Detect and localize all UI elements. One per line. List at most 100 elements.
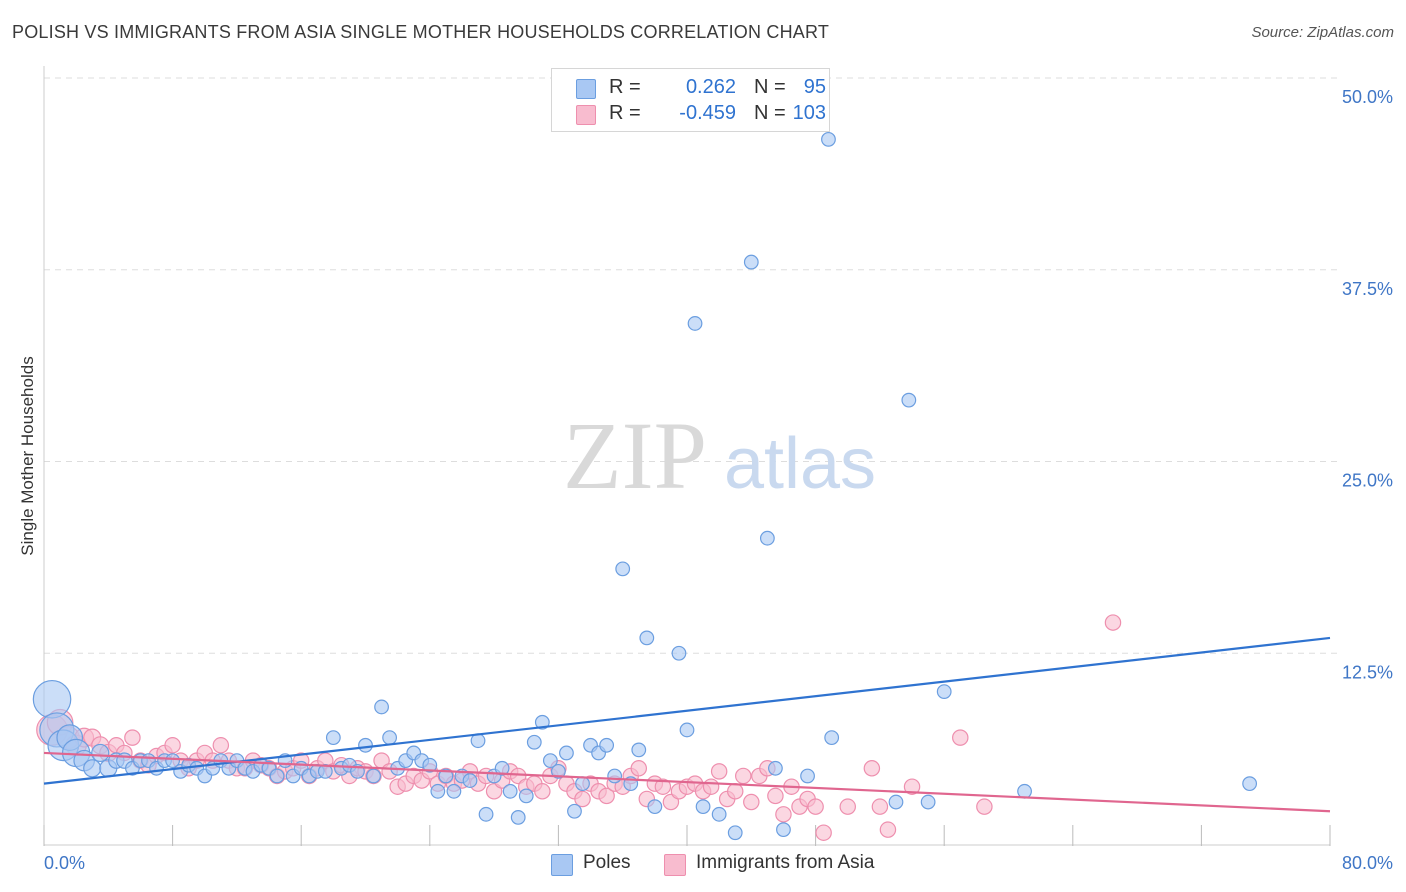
legend-n-label: N =	[754, 76, 786, 98]
legend-r-label: R =	[609, 102, 641, 124]
poles-point	[679, 722, 695, 738]
chart-title: POLISH VS IMMIGRANTS FROM ASIA SINGLE MO…	[12, 22, 830, 42]
poles-point	[743, 254, 759, 270]
asia-point	[654, 778, 672, 795]
asia-point	[775, 806, 792, 823]
y-tick-label: 25.0%	[1342, 471, 1393, 491]
poles-point	[165, 753, 181, 769]
poles-point	[575, 776, 590, 792]
asia-point	[735, 767, 752, 785]
legend-swatch-poles	[576, 79, 596, 99]
asia-point	[212, 737, 230, 754]
poles-point	[32, 679, 72, 719]
asia-point	[702, 778, 720, 795]
poles-point	[478, 806, 494, 822]
poles-point	[374, 699, 389, 715]
trend-lines	[43, 636, 1331, 813]
poles-point	[671, 645, 687, 661]
asia-point	[726, 783, 744, 800]
poles-point	[776, 822, 791, 838]
legend-label-asia: Immigrants from Asia	[696, 852, 875, 873]
poles-point	[647, 799, 663, 815]
legend-r-label: R =	[609, 76, 641, 98]
legend-r-value-asia: -0.459	[679, 102, 736, 124]
poles-point	[1242, 776, 1258, 792]
poles-point	[695, 799, 711, 815]
asia-point	[710, 763, 728, 780]
poles-point	[768, 760, 783, 776]
poles-point	[800, 768, 815, 784]
asia-point	[124, 729, 141, 746]
legend-label-poles: Poles	[583, 852, 631, 873]
poles-point	[317, 763, 333, 779]
poles-point	[599, 737, 615, 753]
poles-point	[83, 759, 102, 778]
x-tick-label: 0.0%	[44, 853, 85, 873]
series-poles-points	[32, 131, 1258, 841]
asia-point	[976, 798, 993, 815]
asia-point	[767, 787, 784, 805]
poles-point	[438, 768, 454, 784]
poles-point	[462, 773, 478, 788]
poles-point	[542, 753, 558, 769]
y-tick-label: 37.5%	[1342, 279, 1393, 299]
poles-point	[821, 131, 836, 147]
asia-trend-line	[43, 751, 1331, 813]
y-tick-label: 12.5%	[1342, 662, 1393, 682]
poles-point	[358, 737, 373, 753]
asia-point	[815, 824, 832, 841]
asia-point	[743, 793, 760, 811]
legend-r-value-poles: 0.262	[685, 76, 736, 98]
poles-point	[615, 561, 631, 577]
poles-point	[366, 768, 381, 784]
asia-point	[839, 798, 856, 815]
legend-n-label: N =	[754, 102, 786, 124]
asia-point	[534, 783, 551, 800]
poles-point	[430, 783, 446, 799]
poles-point	[687, 316, 703, 331]
asia-point	[1104, 614, 1122, 631]
asia-point	[952, 729, 969, 746]
asia-point	[630, 760, 648, 777]
poles-point	[518, 788, 534, 804]
asia-point	[574, 790, 591, 808]
poles-point	[510, 809, 526, 825]
poles-point	[91, 743, 110, 763]
poles-point	[711, 806, 727, 822]
poles-point	[1017, 783, 1032, 799]
poles-point	[446, 783, 462, 799]
poles-point	[559, 745, 574, 761]
series-legend: Poles Immigrants from Asia	[0, 852, 1406, 878]
legend-swatch-asia	[664, 854, 686, 876]
legend-swatch-asia	[576, 105, 596, 125]
poles-point	[759, 530, 775, 546]
asia-point	[903, 778, 921, 795]
poles-point	[639, 630, 655, 646]
poles-trend-line	[43, 636, 1331, 785]
poles-point	[551, 763, 566, 779]
asia-point	[879, 821, 897, 838]
gridlines	[44, 77, 1340, 654]
poles-point	[888, 794, 904, 810]
watermark-zip: ZIP	[563, 402, 707, 509]
poles-point	[502, 783, 518, 799]
poles-point	[422, 757, 438, 773]
legend-swatch-poles	[551, 854, 573, 876]
asia-point	[598, 787, 615, 805]
poles-point	[631, 742, 647, 758]
poles-point	[382, 730, 398, 746]
poles-point	[901, 392, 917, 408]
source-label: Source: ZipAtlas.com	[1251, 24, 1394, 41]
poles-point	[567, 803, 582, 819]
asia-point	[164, 737, 181, 754]
poles-point	[494, 760, 510, 776]
poles-point	[269, 768, 285, 784]
poles-point	[936, 684, 952, 699]
x-tick-label: 80.0%	[1342, 853, 1393, 873]
legend-n-value-asia: 103	[792, 102, 826, 124]
poles-point	[824, 730, 840, 746]
watermark-atlas: atlas	[724, 424, 876, 504]
asia-point	[871, 798, 889, 815]
tick-labels: 12.5% 25.0% 37.5% 50.0% 0.0% 80.0%	[44, 87, 1393, 873]
